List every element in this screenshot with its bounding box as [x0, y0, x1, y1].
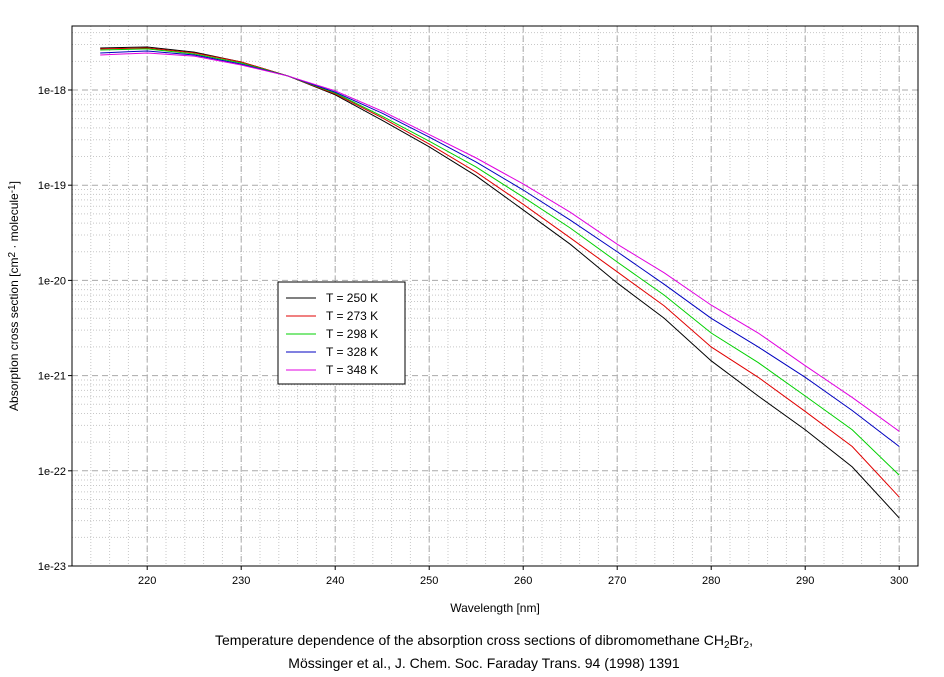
text-part: ]: [7, 181, 21, 184]
y-tick-label: 1e-18: [38, 85, 66, 97]
plot-lines: [100, 46, 900, 519]
legend-label: T = 273 K: [326, 309, 378, 323]
x-tick-label: 230: [232, 575, 250, 587]
legend-label: T = 298 K: [326, 327, 378, 341]
series-line: [100, 48, 900, 476]
legend-label: T = 328 K: [326, 345, 378, 359]
text-part: · molecule: [7, 193, 21, 252]
series-line: [100, 47, 900, 498]
plot-frame: [71, 25, 919, 567]
series-line: [100, 50, 900, 447]
caption-line: Mössinger et al., J. Chem. Soc. Faraday …: [288, 655, 680, 671]
x-tick-label: 290: [796, 575, 814, 587]
text-part: Temperature dependence of the absorption…: [215, 632, 724, 648]
y-tick-label: 1e-22: [38, 466, 66, 478]
caption-line: Temperature dependence of the absorption…: [215, 632, 753, 651]
legend-label: T = 348 K: [326, 363, 378, 377]
x-tick-label: 250: [420, 575, 438, 587]
x-axis-title: Wavelength [nm]: [450, 601, 540, 615]
x-tick-label: 240: [326, 575, 344, 587]
text-part: ,: [749, 632, 753, 648]
grid: [71, 26, 919, 567]
y-tick-label: 1e-21: [38, 371, 66, 383]
y-tick-label: 1e-23: [38, 561, 66, 573]
x-tick-label: 280: [702, 575, 720, 587]
legend-label: T = 250 K: [326, 291, 378, 305]
y-tick-label: 1e-19: [38, 180, 66, 192]
y-tick-label: 1e-20: [38, 275, 66, 287]
x-tick-label: 300: [890, 575, 908, 587]
text-part: Absorption cross section [cm: [7, 258, 21, 411]
text-part: Br: [730, 632, 744, 648]
x-tick-label: 270: [608, 575, 626, 587]
legend: T = 250 K T = 273 K T = 298 K T = 328 K T = …: [277, 281, 406, 385]
x-tick-label: 260: [514, 575, 532, 587]
script-text: 2: [7, 252, 18, 258]
series-line: [100, 52, 900, 432]
y-axis-title: Absorption cross section [cm2 · molecule…: [7, 181, 22, 411]
script-text: 2: [724, 640, 730, 651]
x-tick-label: 220: [138, 575, 156, 587]
legend-box: [277, 281, 406, 385]
text-part: Mössinger et al., J. Chem. Soc. Faraday …: [288, 655, 680, 671]
script-text: -1: [7, 184, 18, 193]
script-text: 2: [744, 640, 750, 651]
labels: 220 230 240 250 260 270 280 290 300 1e-23 1e-22 1e-…: [38, 85, 909, 587]
